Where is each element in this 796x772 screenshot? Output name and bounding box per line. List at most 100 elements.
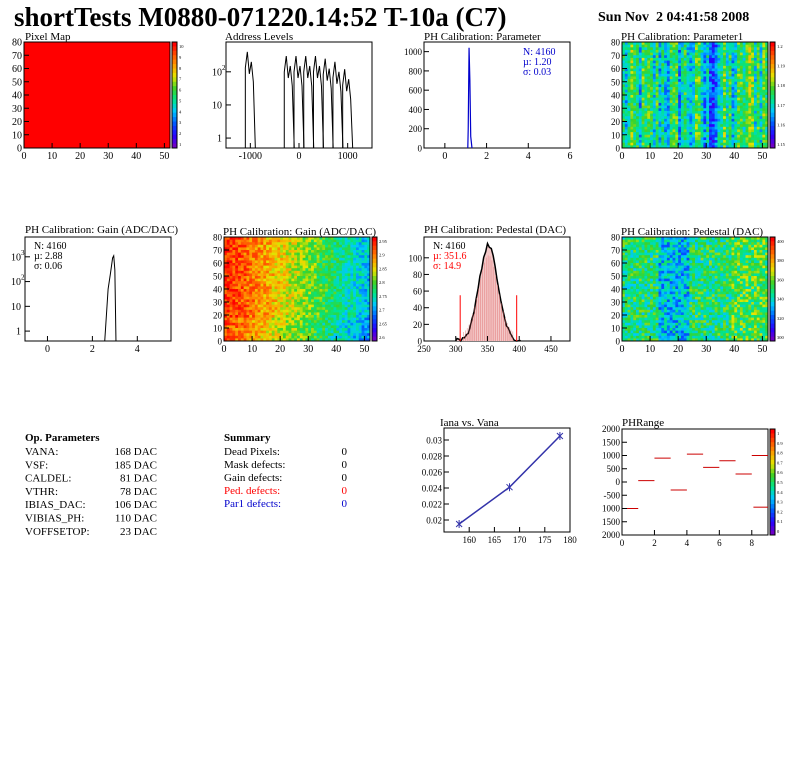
heatmap-cell [644, 79, 648, 83]
heatmap-cell [322, 242, 326, 246]
heatmap-cell [308, 281, 312, 285]
heatmap-cell [266, 291, 270, 295]
heatmap-cell [765, 142, 769, 146]
heatmap-cell [680, 57, 685, 61]
address-peak [322, 58, 334, 149]
heatmap-cell [650, 250, 654, 253]
heatmap-cell [238, 237, 242, 240]
heatmap-cell [636, 142, 640, 146]
heatmap-cell [630, 71, 634, 75]
heatmap-cell [644, 320, 648, 324]
heatmap-cell [762, 65, 766, 69]
heatmap-cell [658, 84, 662, 88]
heatmap-cell [725, 145, 730, 149]
heatmap-cell [622, 42, 626, 46]
heatmap-cell [257, 325, 261, 329]
heatmap-cell [226, 278, 231, 282]
heatmap-cell [655, 142, 659, 146]
heatmap-cell [717, 129, 721, 133]
heatmap-cell [664, 57, 668, 61]
heatmap-cell [734, 116, 738, 120]
heatmap-cell [336, 289, 340, 292]
heatmap-cell [322, 302, 326, 305]
heatmap-cell [282, 257, 287, 261]
heatmap-cell [330, 325, 334, 329]
heatmap-cell [263, 289, 267, 292]
heatmap-cell [271, 255, 275, 259]
heatmap-cell [358, 237, 362, 240]
heatmap-cell [638, 299, 643, 303]
heatmap-cell [647, 268, 651, 272]
heatmap-cell [325, 320, 329, 324]
heatmap-cell [650, 118, 654, 122]
heatmap-cell [624, 289, 629, 292]
heatmap-cell [235, 257, 239, 261]
heatmap-cell [257, 250, 261, 253]
heatmap-cell [666, 47, 671, 51]
heatmap-cell [299, 260, 304, 264]
heatmap-cell [243, 283, 247, 287]
heatmap-cell [350, 270, 354, 274]
heatmap-cell [229, 252, 233, 256]
color-scale-frame [371, 236, 378, 342]
heatmap-cell [277, 302, 281, 305]
heatmap-cell [299, 281, 304, 285]
heatmap-cell [630, 237, 634, 240]
heatmap-cell [641, 250, 645, 253]
heatmap-cell [737, 79, 741, 83]
heatmap-cell [350, 276, 354, 279]
heatmap-cell [748, 76, 752, 80]
heatmap-cell [271, 322, 275, 326]
heatmap-cell [322, 320, 326, 324]
heatmap-cell [341, 255, 346, 259]
heatmap-cell [737, 132, 741, 136]
heatmap-cell [759, 142, 763, 146]
heatmap-cell [683, 137, 687, 141]
heatmap-cell [652, 273, 657, 277]
heatmap-cell [299, 276, 304, 279]
heatmap-cell [734, 132, 738, 136]
heatmap-cell [669, 132, 673, 136]
heatmap-cell [751, 47, 755, 51]
heatmap-cell [638, 286, 643, 290]
heatmap-cell [311, 273, 315, 277]
heatmap-cell [751, 81, 755, 85]
heatmap-cell [226, 242, 231, 246]
heatmap-cell [666, 145, 671, 149]
heatmap-cell [683, 95, 687, 99]
heatmap-cell [678, 116, 682, 120]
heatmap-cell [734, 52, 738, 56]
heatmap-cell [240, 296, 245, 300]
heatmap-cell [339, 315, 343, 318]
heatmap-cell [636, 317, 640, 321]
heatmap-cell [347, 328, 351, 331]
heatmap-cell [630, 97, 634, 101]
heatmap-cell [313, 328, 318, 331]
heatmap-cell [263, 315, 267, 318]
heatmap-cell [655, 116, 659, 120]
heatmap-cell [299, 294, 304, 298]
heatmap-cell [633, 247, 637, 251]
heatmap-cell [633, 73, 637, 77]
heatmap-cell [655, 247, 659, 251]
heatmap-cell [734, 140, 738, 144]
heatmap-cell [748, 84, 752, 88]
heatmap-cell [748, 87, 752, 91]
heatmap-cell [711, 87, 716, 91]
heatmap-cell [678, 49, 682, 53]
heatmap-cell [268, 302, 273, 305]
heatmap-cell [723, 55, 727, 59]
heatmap-cell [268, 289, 273, 292]
heatmap-cell [627, 47, 631, 51]
heatmap-cell [252, 328, 256, 331]
heatmap-cell [650, 126, 654, 130]
color-scale-cell [172, 103, 177, 109]
heatmap-cell [669, 121, 673, 125]
heatmap-cell [641, 302, 645, 305]
heatmap-cell [268, 281, 273, 285]
heatmap-cell [748, 68, 752, 72]
heatmap-cell [311, 250, 315, 253]
heatmap-cell [347, 317, 351, 321]
heatmap-cell [257, 307, 261, 311]
heatmap-cell [700, 89, 704, 93]
